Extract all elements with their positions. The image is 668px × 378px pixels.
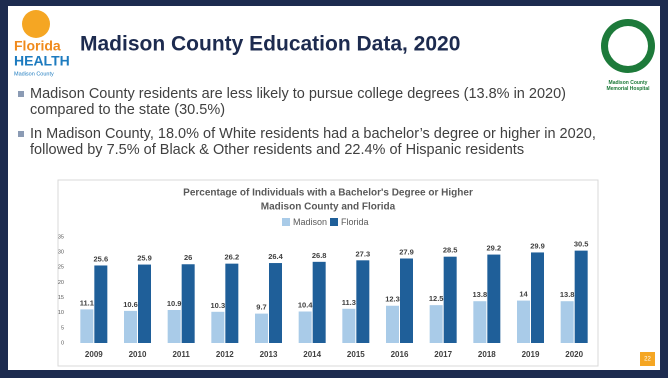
x-tick-label: 2013 — [260, 350, 278, 359]
bar — [269, 263, 282, 343]
value-label: 29.9 — [530, 241, 545, 250]
value-label: 27.9 — [399, 247, 414, 256]
logo-sun — [22, 10, 50, 38]
value-label: 14 — [519, 290, 528, 299]
value-label: 30.5 — [574, 240, 589, 249]
value-label: 13.8 — [560, 290, 575, 299]
x-tick-label: 2011 — [172, 350, 190, 359]
bar — [312, 261, 326, 343]
logo-text: Florida — [14, 38, 61, 54]
bar — [560, 301, 574, 343]
y-tick-label: 25 — [58, 265, 64, 271]
slide-title: Madison County Education Data, 2020 — [80, 33, 460, 56]
value-label: 25.9 — [137, 254, 152, 263]
legend-label: Florida — [341, 217, 369, 227]
logo-text: Madison County — [14, 71, 54, 77]
bar — [429, 305, 443, 343]
value-label: 27.3 — [356, 249, 371, 258]
bar — [181, 264, 195, 343]
logo-text: Madison County Memorial Hospital — [606, 80, 650, 92]
y-tick-label: 30 — [58, 250, 64, 256]
value-label: 25.6 — [94, 254, 109, 263]
value-label: 12.3 — [385, 295, 400, 304]
value-label: 26 — [184, 253, 192, 262]
y-tick-label: 35 — [58, 234, 64, 240]
bar — [298, 311, 312, 343]
legend-swatch — [330, 218, 338, 226]
x-tick-label: 2015 — [347, 350, 365, 359]
chart-subtitle: Madison County and Florida — [261, 202, 396, 213]
bar — [167, 309, 181, 343]
page-number-box — [640, 352, 655, 366]
value-label: 26.2 — [225, 253, 240, 262]
bar — [124, 310, 137, 343]
bar — [386, 305, 399, 343]
bar — [443, 256, 457, 343]
value-label: 10.6 — [123, 300, 138, 309]
x-tick-label: 2019 — [522, 350, 540, 359]
x-tick-label: 2016 — [391, 350, 409, 359]
logo-inner — [608, 26, 648, 66]
bar — [80, 309, 94, 343]
legend-swatch — [282, 218, 290, 226]
logo-right-label: Madison County Memorial Hospital — [606, 80, 650, 92]
value-label: 11.1 — [80, 298, 94, 307]
bullet: In Madison County, 18.0% of White reside… — [18, 126, 630, 158]
bar — [225, 263, 239, 343]
x-tick-label: 2017 — [434, 350, 452, 359]
value-label: 9.7 — [256, 303, 266, 312]
bar — [574, 250, 588, 343]
value-label: 29.2 — [487, 244, 502, 253]
page-number: 22 — [644, 357, 651, 363]
value-label: 26.8 — [312, 251, 327, 260]
x-tick-label: 2018 — [478, 350, 496, 359]
bar — [356, 260, 370, 343]
x-tick-label: 2020 — [565, 350, 583, 359]
value-label: 10.9 — [167, 299, 182, 308]
y-tick-label: 20 — [58, 280, 64, 286]
bar — [517, 300, 530, 343]
chart-title: Percentage of Individuals with a Bachelo… — [183, 188, 473, 199]
value-label: 13.8 — [473, 290, 488, 299]
bar — [94, 265, 108, 343]
y-tick-label: 15 — [58, 295, 64, 301]
value-label: 28.5 — [443, 246, 458, 255]
bar — [138, 264, 151, 343]
bar — [473, 301, 487, 343]
bar — [342, 308, 356, 343]
value-label: 26.4 — [268, 252, 283, 261]
value-label: 11.3 — [342, 298, 356, 307]
value-label: 10.3 — [211, 301, 226, 310]
legend-label: Madison — [293, 217, 327, 227]
x-tick-label: 2012 — [216, 350, 234, 359]
y-tick-label: 0 — [61, 340, 64, 346]
y-tick-label: 5 — [61, 325, 64, 331]
bar — [255, 313, 268, 343]
bar — [211, 311, 225, 343]
logo-text: HEALTH — [14, 53, 70, 69]
bullet: Madison County residents are less likely… — [18, 86, 630, 118]
value-label: 12.5 — [429, 294, 444, 303]
bar — [400, 258, 413, 343]
y-tick-label: 10 — [58, 310, 64, 316]
bar — [531, 252, 544, 343]
x-tick-label: 2014 — [303, 350, 321, 359]
value-label: 10.4 — [298, 300, 313, 309]
bar — [487, 254, 501, 343]
x-tick-label: 2009 — [85, 350, 103, 359]
x-tick-label: 2010 — [129, 350, 147, 359]
